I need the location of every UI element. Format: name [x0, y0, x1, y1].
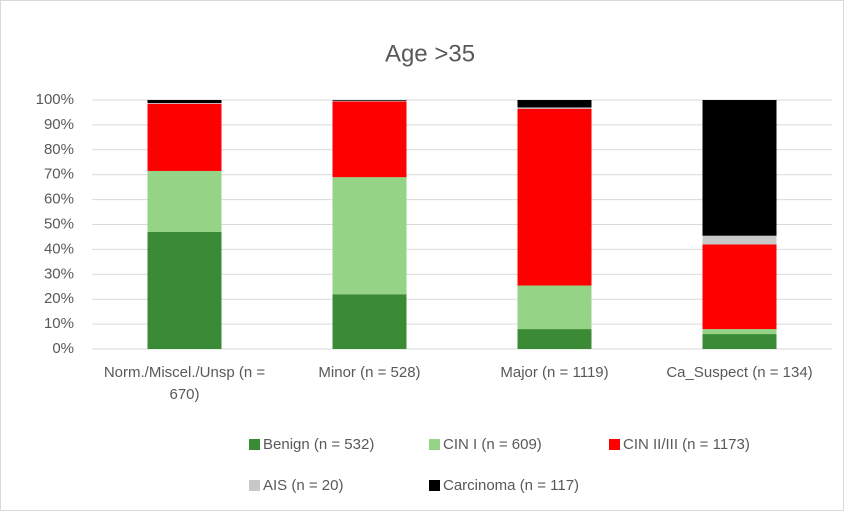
legend-label: CIN I (n = 609) — [443, 436, 542, 453]
legend-label: CIN II/III (n = 1173) — [623, 436, 750, 453]
legend-swatch — [249, 480, 260, 491]
bar-segment — [517, 107, 592, 109]
bar-segment — [332, 177, 407, 295]
bar-segment — [517, 329, 592, 349]
y-tick-label: 80% — [44, 141, 74, 158]
bar-segment — [702, 334, 777, 349]
bar-segment — [517, 285, 592, 330]
bar-segment — [332, 101, 407, 178]
y-tick-label: 10% — [44, 315, 74, 332]
legend-swatch — [609, 439, 620, 450]
bar-segment — [332, 100, 407, 102]
y-tick-label: 70% — [44, 166, 74, 183]
y-tick-label: 60% — [44, 191, 74, 208]
bar-segment — [147, 100, 222, 103]
bar-segment — [147, 103, 222, 171]
bar-segment — [702, 100, 777, 236]
y-tick-label: 90% — [44, 116, 74, 133]
x-tick-label: Minor (n = 528) — [318, 364, 420, 381]
bar-segment — [702, 244, 777, 330]
bar-segment — [702, 329, 777, 335]
x-tick-label: Major (n = 1119) — [500, 364, 608, 381]
legend-label: AIS (n = 20) — [263, 477, 343, 494]
bar-segment — [702, 235, 777, 245]
bar-segment — [147, 231, 222, 349]
legend-swatch — [429, 480, 440, 491]
legend-label: Carcinoma (n = 117) — [443, 477, 579, 494]
bar-segment — [332, 100, 407, 101]
legend-label: Benign (n = 532) — [263, 436, 374, 453]
y-tick-label: 20% — [44, 290, 74, 307]
bar-segment — [517, 108, 592, 286]
y-tick-label: 50% — [44, 215, 74, 232]
y-tick-label: 100% — [36, 91, 74, 108]
bar-segment — [332, 294, 407, 349]
x-tick-label: Norm./Miscel./Unsp (n = 670) — [104, 364, 266, 403]
chart-title: Age >35 — [385, 40, 475, 67]
bar-segment — [147, 102, 222, 104]
bar-segment — [517, 100, 592, 108]
legend-swatch — [429, 439, 440, 450]
x-tick-label: Ca_Suspect (n = 134) — [666, 364, 812, 381]
y-tick-label: 40% — [44, 240, 74, 257]
y-tick-label: 30% — [44, 265, 74, 282]
legend-swatch — [249, 439, 260, 450]
y-tick-label: 0% — [52, 340, 74, 357]
bar-segment — [147, 170, 222, 232]
